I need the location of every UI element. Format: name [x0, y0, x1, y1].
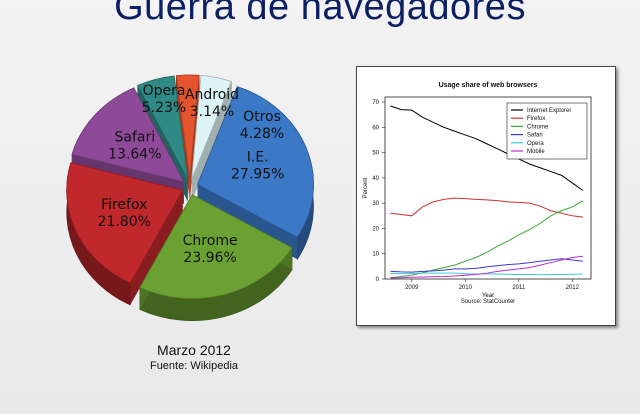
pie-caption: Marzo 2012 Fuente: Wikipedia [104, 342, 284, 372]
pie-value-chrome: 23.96% [183, 250, 236, 266]
usage-share-line-chart: Usage share of web browsers 0 10 20 30 40 50 60… [356, 66, 616, 326]
legend-entry-safari: Safari [527, 133, 543, 139]
pie-slice-wall-firefox [130, 190, 183, 306]
pie-value-i-e: 27.95% [231, 166, 284, 182]
pie-slice-top-i-e [197, 86, 314, 238]
pie-value-otros: 4.28% [240, 126, 284, 142]
pie-label-opera: Opera [143, 83, 186, 99]
series-line-opera [390, 272, 583, 276]
legend-entry-chrome: Chrome [527, 124, 549, 130]
x-tick-label: 2010 [459, 285, 473, 291]
pie-label-chrome: Chrome [183, 233, 238, 249]
pie-label-android: Android [185, 87, 239, 103]
pie-label-otros: Otros [243, 109, 281, 125]
pie-slice-top-chrome [139, 194, 293, 300]
y-axis-label: Percent [363, 177, 369, 198]
slide-title: Guerra de navegadores [114, 0, 526, 28]
y-tick-label: 0 [376, 277, 380, 283]
pie-slice-otros [191, 75, 232, 202]
pie-slice-i-e [197, 86, 314, 261]
plot-frame [384, 96, 592, 280]
line-chart-title: Usage share of web browsers [439, 82, 538, 89]
y-tick-label: 10 [372, 252, 379, 258]
pie-slice-top-android [175, 74, 200, 180]
caption-date: Marzo 2012 [157, 342, 231, 358]
series-line-internet-explorer [390, 105, 584, 191]
pie-label-i-e: I.E. [247, 149, 269, 165]
pie-label-firefox: Firefox [101, 197, 147, 213]
legend-entry-firefox: Firefox [527, 116, 545, 122]
series-line-safari [390, 258, 584, 273]
pie-label-safari: Safari [115, 130, 156, 146]
line-chart-svg: Usage share of web browsers 0 10 20 30 40 50 60… [363, 82, 592, 305]
x-tick-label: 2012 [566, 285, 580, 291]
caption-source: Fuente: Wikipedia [149, 360, 239, 372]
pie-slice-top-opera [137, 75, 189, 180]
pie-value-safari: 13.64% [108, 147, 161, 163]
pie-value-android: 3.14% [190, 104, 234, 120]
legend-entry-opera: Opera [527, 141, 544, 147]
market-share-pie-chart: I.E. 27.95% Chrome 23.96% Firefox 21.80% Safar… [40, 52, 340, 342]
y-tick-label: 60 [372, 125, 379, 131]
series-line-chrome [390, 200, 584, 279]
x-tick-label: 2011 [512, 285, 526, 291]
series-line-mobile [390, 255, 584, 279]
y-tick-label: 50 [372, 151, 379, 157]
pie-slice-chrome [139, 194, 293, 321]
x-axis-label: Year [482, 293, 494, 299]
y-tick-label: 40 [372, 176, 379, 182]
pie-slice-top-firefox [66, 162, 184, 284]
pie-slice-top-otros [191, 75, 232, 180]
x-tick-label: 2009 [405, 285, 419, 291]
pie-slice-wall-otros [191, 81, 232, 202]
legend-entry-internet-explorer: Internet Explorer [527, 108, 571, 114]
y-tick-label: 20 [372, 226, 379, 232]
series-line-firefox [390, 197, 584, 218]
pie-value-firefox: 21.80% [98, 214, 151, 230]
pie-slice-top-safari [71, 87, 185, 183]
pie-slice-firefox [66, 162, 184, 306]
legend-box [506, 102, 588, 160]
chart-source: Source: StatCounter [461, 299, 515, 305]
y-tick-label: 30 [372, 201, 379, 207]
pie-value-opera: 5.23% [142, 100, 186, 116]
legend-entry-mobile: Mobile [527, 149, 545, 155]
y-tick-label: 70 [372, 100, 379, 106]
